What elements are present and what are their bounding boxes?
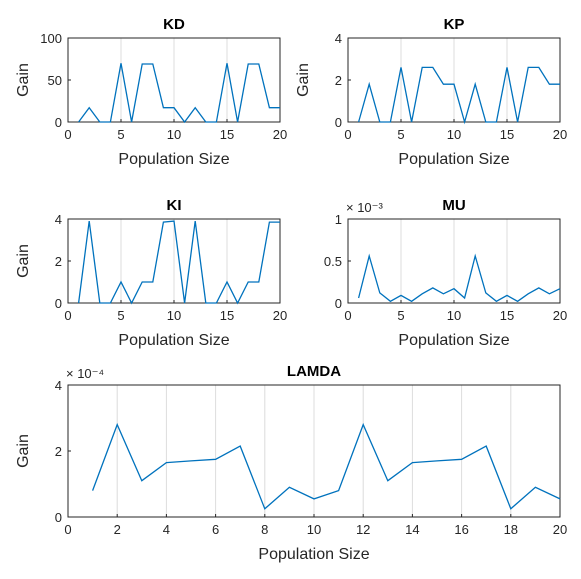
mu-series-line-0 <box>357 253 561 303</box>
mu-ytick-label-2: 1 <box>335 212 342 227</box>
ki-xlabel: Population Size <box>118 332 229 349</box>
kd-ytick-label-2: 100 <box>40 31 62 46</box>
kd-title: KD <box>163 16 185 33</box>
kd-ytick-label-0: 0 <box>55 115 62 130</box>
lamda-xtick-label-6: 12 <box>356 522 370 537</box>
lamda-ylabel: Gain <box>15 434 32 468</box>
mu-xtick-label-2: 10 <box>447 308 461 323</box>
ki-ytick-label-0: 0 <box>55 296 62 311</box>
lamda-xtick-label-3: 6 <box>212 522 219 537</box>
chart-ki: 0 5 10 15 20 0 2 4 KI Population Size Gain <box>15 197 287 349</box>
ki-ytick-label-2: 4 <box>55 212 62 227</box>
kp-xtick-label-1: 5 <box>397 127 404 142</box>
kd-xtick-label-3: 15 <box>220 127 234 142</box>
kp-xtick-label-0: 0 <box>344 127 351 142</box>
lamda-ytick-label-1: 2 <box>55 444 62 459</box>
kd-xtick-label-4: 20 <box>273 127 287 142</box>
ki-title: KI <box>167 197 182 214</box>
lamda-title: LAMDA <box>287 363 341 380</box>
lamda-xtick-label-4: 8 <box>261 522 268 537</box>
chart-kd: 0 5 10 15 20 0 50 100 KD Population Size Gain <box>15 16 287 168</box>
ki-ytick-label-1: 2 <box>55 254 62 269</box>
kp-xtick-label-3: 15 <box>500 127 514 142</box>
chart-lamda: 0 2 4 6 8 10 12 14 16 18 20 0 2 4 × 10⁻⁴ LAMDA Populatio… <box>15 363 567 563</box>
lamda-xtick-label-9: 18 <box>504 522 518 537</box>
ki-xtick-label-1: 5 <box>117 308 124 323</box>
mu-exponent-label: × 10⁻³ <box>346 200 384 215</box>
lamda-series-line-0 <box>91 422 561 510</box>
ki-xtick-label-2: 10 <box>167 308 181 323</box>
mu-xtick-label-3: 15 <box>500 308 514 323</box>
kd-xtick-label-2: 10 <box>167 127 181 142</box>
lamda-xtick-label-10: 20 <box>553 522 567 537</box>
kp-title: KP <box>444 16 465 33</box>
kp-ytick-label-2: 4 <box>335 31 342 46</box>
kp-ylabel: Gain <box>295 63 312 97</box>
lamda-xtick-label-7: 14 <box>405 522 419 537</box>
mu-ytick-label-0: 0 <box>335 296 342 311</box>
kp-xtick-label-2: 10 <box>447 127 461 142</box>
lamda-xtick-label-2: 4 <box>163 522 170 537</box>
kp-xlabel: Population Size <box>398 151 509 168</box>
kd-xlabel: Population Size <box>118 151 229 168</box>
kp-ytick-label-0: 0 <box>335 115 342 130</box>
lamda-xtick-label-8: 16 <box>454 522 468 537</box>
kp-series-line-0 <box>357 66 560 125</box>
kp-ytick-label-1: 2 <box>335 73 342 88</box>
kd-series-line-0 <box>78 63 280 124</box>
ki-xtick-label-0: 0 <box>64 308 71 323</box>
kd-xtick-label-0: 0 <box>64 127 71 142</box>
lamda-xlabel: Population Size <box>258 546 369 563</box>
kd-ytick-label-1: 50 <box>48 73 62 88</box>
mu-xlabel: Population Size <box>398 332 509 349</box>
ki-xtick-label-4: 20 <box>273 308 287 323</box>
mu-xtick-label-0: 0 <box>344 308 351 323</box>
kd-ylabel: Gain <box>15 63 32 97</box>
ki-xtick-label-3: 15 <box>220 308 234 323</box>
mu-xtick-label-4: 20 <box>553 308 567 323</box>
lamda-ytick-label-0: 0 <box>55 510 62 525</box>
lamda-exponent-label: × 10⁻⁴ <box>66 366 104 381</box>
kd-xtick-label-1: 5 <box>117 127 124 142</box>
kp-xtick-label-4: 20 <box>553 127 567 142</box>
ki-ylabel: Gain <box>15 244 32 278</box>
mu-ytick-label-1: 0.5 <box>324 254 342 269</box>
chart-mu: 0 5 10 15 20 0 0.5 1 × 10⁻³ MU Population Size <box>324 197 567 349</box>
mu-title: MU <box>442 197 465 214</box>
lamda-xtick-label-0: 0 <box>64 522 71 537</box>
mu-xtick-label-1: 5 <box>397 308 404 323</box>
chart-kp: 0 5 10 15 20 0 2 4 KP Population Size Gain <box>295 16 567 168</box>
lamda-xtick-label-1: 2 <box>114 522 121 537</box>
ki-series-line-0 <box>77 220 280 305</box>
lamda-ytick-label-2: 4 <box>55 378 62 393</box>
lamda-xtick-label-5: 10 <box>307 522 321 537</box>
